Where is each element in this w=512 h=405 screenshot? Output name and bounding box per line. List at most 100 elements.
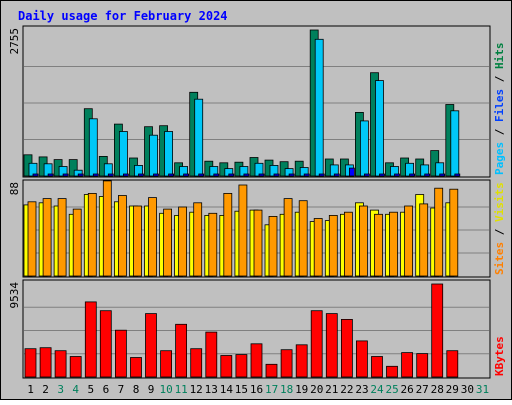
bar-pages-day-2 — [47, 173, 54, 177]
bar-pages-day-11 — [183, 173, 190, 177]
bar-pages-day-19 — [303, 173, 310, 177]
bar-sites-day-8 — [133, 205, 142, 277]
bar-kbytes-day-28 — [431, 283, 444, 378]
bar-pages-day-17 — [273, 173, 280, 177]
bar-kbytes-day-21 — [325, 313, 338, 378]
bar-pages-day-18 — [288, 173, 295, 177]
day-tick-label: 15 — [235, 383, 248, 396]
bar-pages-day-27 — [424, 173, 431, 177]
bar-kbytes-day-20 — [310, 310, 323, 378]
day-tick-label: 30 — [461, 383, 474, 396]
panel-visits-sites: 88 Sites / Visits — [8, 179, 506, 278]
y-max-label: 2755 — [8, 28, 21, 55]
day-tick-label: 19 — [295, 383, 308, 396]
day-tick-label: 6 — [103, 383, 110, 396]
bar-sites-day-6 — [102, 180, 112, 277]
bar-sites-day-13 — [208, 212, 218, 277]
legend-item: Pages — [493, 142, 506, 175]
bar-pages-day-4 — [77, 173, 84, 177]
day-tick-label: 8 — [133, 383, 140, 396]
day-tick-label: 12 — [190, 383, 203, 396]
bar-sites-day-2 — [42, 198, 52, 277]
bar-kbytes-day-18 — [280, 349, 293, 378]
bar-files-day-23 — [359, 120, 369, 177]
bar-sites-day-14 — [223, 192, 233, 277]
day-tick-label: 14 — [220, 383, 234, 396]
day-tick-label: 10 — [159, 383, 172, 396]
day-tick-label: 31 — [476, 383, 489, 396]
bar-kbytes-day-5 — [84, 301, 97, 378]
bar-pages-day-20 — [318, 173, 325, 177]
bar-pages-day-12 — [198, 173, 205, 177]
bar-kbytes-day-23 — [355, 340, 368, 378]
panel-kbytes: 9534 KBytes — [8, 279, 506, 379]
bar-kbytes-day-4 — [69, 356, 82, 378]
bar-sites-day-26 — [404, 205, 414, 277]
legend: Sites / Visits — [493, 182, 506, 275]
bar-sites-day-7 — [118, 195, 127, 277]
legend-item: Hits — [493, 43, 506, 70]
bar-pages-day-10 — [168, 173, 175, 177]
bar-files-day-5 — [88, 118, 98, 177]
y-max-label: 88 — [8, 182, 21, 195]
bar-sites-day-29 — [449, 188, 459, 277]
legend-item: Files — [493, 89, 506, 122]
bar-pages-day-6 — [107, 173, 114, 177]
bar-sites-day-3 — [57, 198, 67, 277]
bar-sites-day-11 — [178, 206, 188, 277]
bar-kbytes-day-9 — [145, 313, 157, 378]
bar-sites-day-23 — [358, 205, 368, 277]
day-tick-label: 1 — [27, 383, 34, 396]
bar-kbytes-day-12 — [190, 348, 203, 378]
y-max-label: 9534 — [8, 282, 21, 309]
day-tick-label: 3 — [57, 383, 64, 396]
bar-pages-day-8 — [138, 173, 144, 177]
day-tick-label: 24 — [370, 383, 384, 396]
bar-files-day-29 — [450, 110, 460, 177]
day-tick-label: 9 — [148, 383, 155, 396]
bar-pages-day-23 — [363, 173, 370, 177]
legend-item: KBytes — [493, 336, 506, 376]
bar-pages-day-1 — [32, 173, 39, 177]
bar-kbytes-day-15 — [235, 354, 248, 378]
bar-kbytes-day-1 — [24, 348, 37, 378]
day-tick-label: 17 — [265, 383, 278, 396]
bar-kbytes-day-25 — [386, 365, 398, 378]
day-tick-label: 22 — [340, 383, 353, 396]
bar-kbytes-day-17 — [265, 363, 278, 378]
bar-sites-day-1 — [27, 201, 37, 277]
bar-sites-day-4 — [72, 208, 82, 277]
bar-sites-day-17 — [268, 215, 278, 277]
bar-kbytes-day-3 — [54, 350, 67, 378]
bar-files-day-20 — [314, 38, 324, 177]
bar-pages-day-13 — [213, 173, 220, 177]
bar-sites-day-24 — [374, 213, 383, 277]
bar-pages-day-16 — [258, 173, 265, 177]
bar-files-day-7 — [119, 131, 128, 177]
day-tick-label: 21 — [325, 383, 338, 396]
bar-files-day-9 — [149, 134, 158, 177]
day-tick-label: 28 — [431, 383, 444, 396]
bar-hits-day-4 — [68, 159, 78, 177]
bar-pages-day-29 — [454, 173, 461, 177]
bar-sites-day-10 — [163, 208, 173, 277]
bar-sites-day-20 — [313, 218, 323, 277]
day-tick-label: 18 — [280, 383, 293, 396]
bar-kbytes-day-7 — [115, 329, 127, 378]
bar-pages-day-3 — [62, 173, 69, 177]
bar-kbytes-day-2 — [39, 347, 52, 378]
day-tick-label: 2 — [42, 383, 49, 396]
day-tick-label: 27 — [416, 383, 429, 396]
day-tick-label: 11 — [175, 383, 188, 396]
day-tick-label: 29 — [446, 383, 459, 396]
bar-kbytes-day-6 — [99, 310, 112, 378]
bar-pages-day-5 — [92, 173, 99, 177]
bar-pages-day-24 — [379, 173, 385, 177]
bar-pages-day-25 — [394, 173, 400, 177]
bar-sites-day-28 — [434, 187, 444, 277]
bar-kbytes-day-14 — [220, 355, 233, 378]
bar-pages-day-26 — [409, 173, 416, 177]
bar-kbytes-day-8 — [130, 357, 142, 378]
bar-kbytes-day-10 — [160, 350, 173, 378]
bar-sites-day-15 — [238, 184, 248, 277]
